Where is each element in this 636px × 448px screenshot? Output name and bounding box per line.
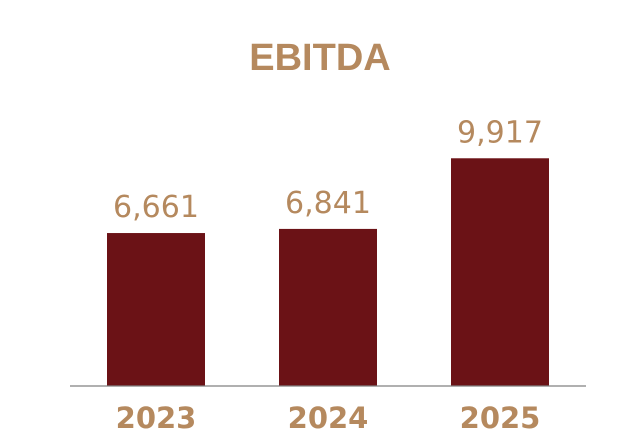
x-tick-label-2025: 2025 [460, 401, 541, 435]
bar-2024 [279, 228, 377, 386]
bars-group [107, 158, 549, 386]
data-label-2025: 9,917 [457, 115, 543, 150]
data-label-2023: 6,661 [113, 190, 199, 225]
chart-title: EBITDA [249, 37, 390, 79]
data-label-2024: 6,841 [285, 186, 371, 221]
x-tick-label-2023: 2023 [116, 401, 197, 435]
x-tick-label-2024: 2024 [288, 401, 369, 435]
bar-2023 [107, 233, 205, 386]
x-tick-labels-group: 2023 2024 2025 [116, 401, 541, 435]
data-labels-group: 6,661 6,841 9,917 [113, 115, 543, 225]
bar-2025 [451, 158, 549, 386]
